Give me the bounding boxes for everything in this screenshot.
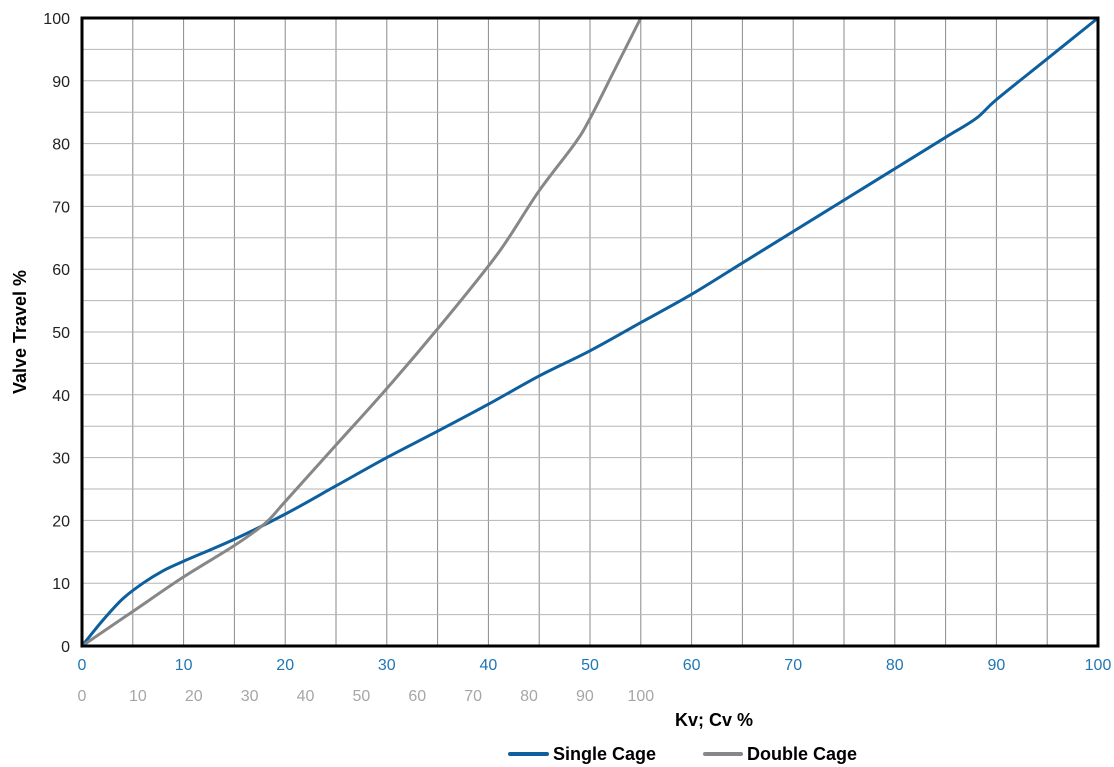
x-tick-label-secondary: 10 <box>129 688 147 705</box>
x-tick-label-primary: 40 <box>480 657 498 674</box>
x-tick-label-secondary: 90 <box>576 688 594 705</box>
grid <box>81 17 1099 647</box>
y-tick-label: 50 <box>52 325 70 342</box>
legend-label-single-cage: Single Cage <box>553 744 656 764</box>
plot-frame <box>80 16 1100 648</box>
x-tick-label-secondary: 60 <box>408 688 426 705</box>
legend-label-double-cage: Double Cage <box>747 744 857 764</box>
x-tick-label-secondary: 80 <box>520 688 538 705</box>
x-tick-label-primary: 80 <box>886 657 904 674</box>
x-tick-label-secondary: 50 <box>353 688 371 705</box>
x-tick-labels-secondary: 0 10 20 30 40 50 60 70 80 90 100 <box>78 688 655 705</box>
x-tick-label-secondary: 30 <box>241 688 259 705</box>
x-tick-label-primary: 20 <box>276 657 294 674</box>
x-tick-labels-primary: 0 10 20 30 40 50 60 70 80 90 100 <box>78 657 1112 674</box>
y-tick-label: 10 <box>52 576 70 593</box>
y-tick-label: 60 <box>52 262 70 279</box>
x-tick-label-primary: 0 <box>78 657 87 674</box>
x-tick-label-primary: 10 <box>175 657 193 674</box>
x-axis-title: Kv; Cv % <box>675 710 753 730</box>
series-lines <box>80 16 1100 648</box>
y-tick-label: 70 <box>52 199 70 216</box>
x-tick-label-primary: 50 <box>581 657 599 674</box>
x-tick-label-secondary: 40 <box>297 688 315 705</box>
y-tick-label: 30 <box>52 451 70 468</box>
y-tick-label: 20 <box>52 513 70 530</box>
x-tick-label-secondary: 70 <box>464 688 482 705</box>
y-axis-title: Valve Travel % <box>10 270 30 394</box>
x-tick-label-primary: 30 <box>378 657 396 674</box>
x-tick-label-primary: 100 <box>1085 657 1112 674</box>
y-tick-label: 80 <box>52 137 70 154</box>
x-tick-label-primary: 60 <box>683 657 701 674</box>
y-tick-label: 90 <box>52 74 70 91</box>
y-tick-label: 100 <box>43 11 70 28</box>
series-line-double-cage <box>80 16 643 648</box>
x-tick-label-primary: 70 <box>784 657 802 674</box>
x-tick-label-secondary: 0 <box>78 688 87 705</box>
y-tick-labels: 0 10 20 30 40 50 60 70 80 90 100 <box>43 11 70 656</box>
y-tick-label: 0 <box>61 639 70 656</box>
y-tick-label: 40 <box>52 388 70 405</box>
series-line-single-cage <box>80 16 1100 648</box>
x-tick-label-primary: 90 <box>988 657 1006 674</box>
legend: Single Cage Double Cage <box>508 744 857 764</box>
x-tick-label-secondary: 20 <box>185 688 203 705</box>
x-tick-label-secondary: 100 <box>627 688 654 705</box>
